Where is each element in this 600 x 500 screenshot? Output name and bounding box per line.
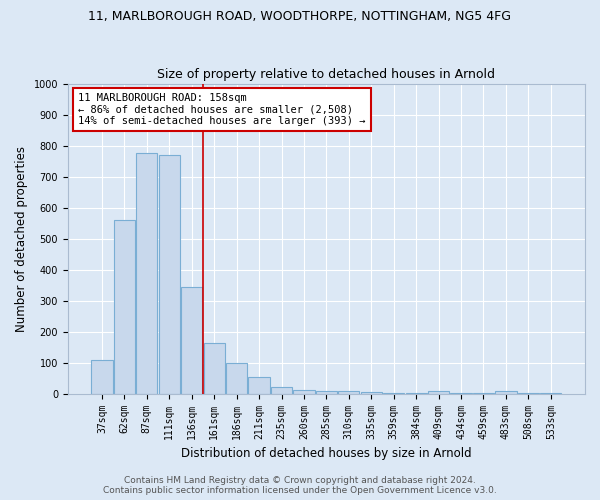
Bar: [495, 390, 517, 394]
Bar: [361, 392, 382, 394]
Title: Size of property relative to detached houses in Arnold: Size of property relative to detached ho…: [157, 68, 496, 81]
Bar: [316, 390, 337, 394]
Text: 11, MARLBOROUGH ROAD, WOODTHORPE, NOTTINGHAM, NG5 4FG: 11, MARLBOROUGH ROAD, WOODTHORPE, NOTTIN…: [89, 10, 511, 23]
Bar: [293, 390, 314, 394]
Bar: [203, 342, 225, 394]
Text: 11 MARLBOROUGH ROAD: 158sqm
← 86% of detached houses are smaller (2,508)
14% of : 11 MARLBOROUGH ROAD: 158sqm ← 86% of det…: [78, 93, 365, 126]
Bar: [428, 391, 449, 394]
Bar: [136, 154, 157, 394]
Bar: [91, 360, 113, 394]
X-axis label: Distribution of detached houses by size in Arnold: Distribution of detached houses by size …: [181, 447, 472, 460]
Bar: [248, 376, 270, 394]
Bar: [158, 155, 180, 394]
Bar: [383, 393, 404, 394]
Bar: [181, 286, 202, 394]
Y-axis label: Number of detached properties: Number of detached properties: [15, 146, 28, 332]
Bar: [271, 388, 292, 394]
Bar: [226, 362, 247, 394]
Bar: [114, 220, 135, 394]
Text: Contains HM Land Registry data © Crown copyright and database right 2024.
Contai: Contains HM Land Registry data © Crown c…: [103, 476, 497, 495]
Bar: [338, 391, 359, 394]
